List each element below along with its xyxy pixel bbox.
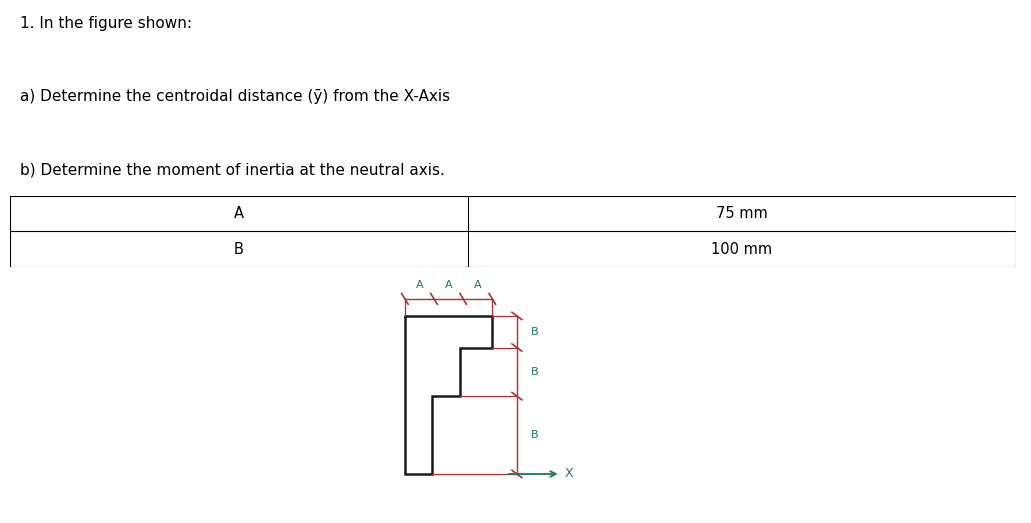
Text: 1. In the figure shown:: 1. In the figure shown: [21,16,192,31]
Text: 100 mm: 100 mm [711,242,772,257]
Text: A: A [234,206,244,221]
Text: X: X [565,468,573,481]
Text: B: B [531,367,538,377]
Text: A: A [415,280,424,290]
Text: B: B [234,242,244,257]
Text: a) Determine the centroidal distance (ȳ) from the X-Axis: a) Determine the centroidal distance (ȳ)… [21,89,451,105]
Text: 75 mm: 75 mm [716,206,767,221]
Text: b) Determine the moment of inertia at the neutral axis.: b) Determine the moment of inertia at th… [21,163,445,178]
Text: B: B [531,327,538,337]
Text: A: A [444,280,453,290]
Text: B: B [531,430,538,440]
Text: A: A [474,280,481,290]
